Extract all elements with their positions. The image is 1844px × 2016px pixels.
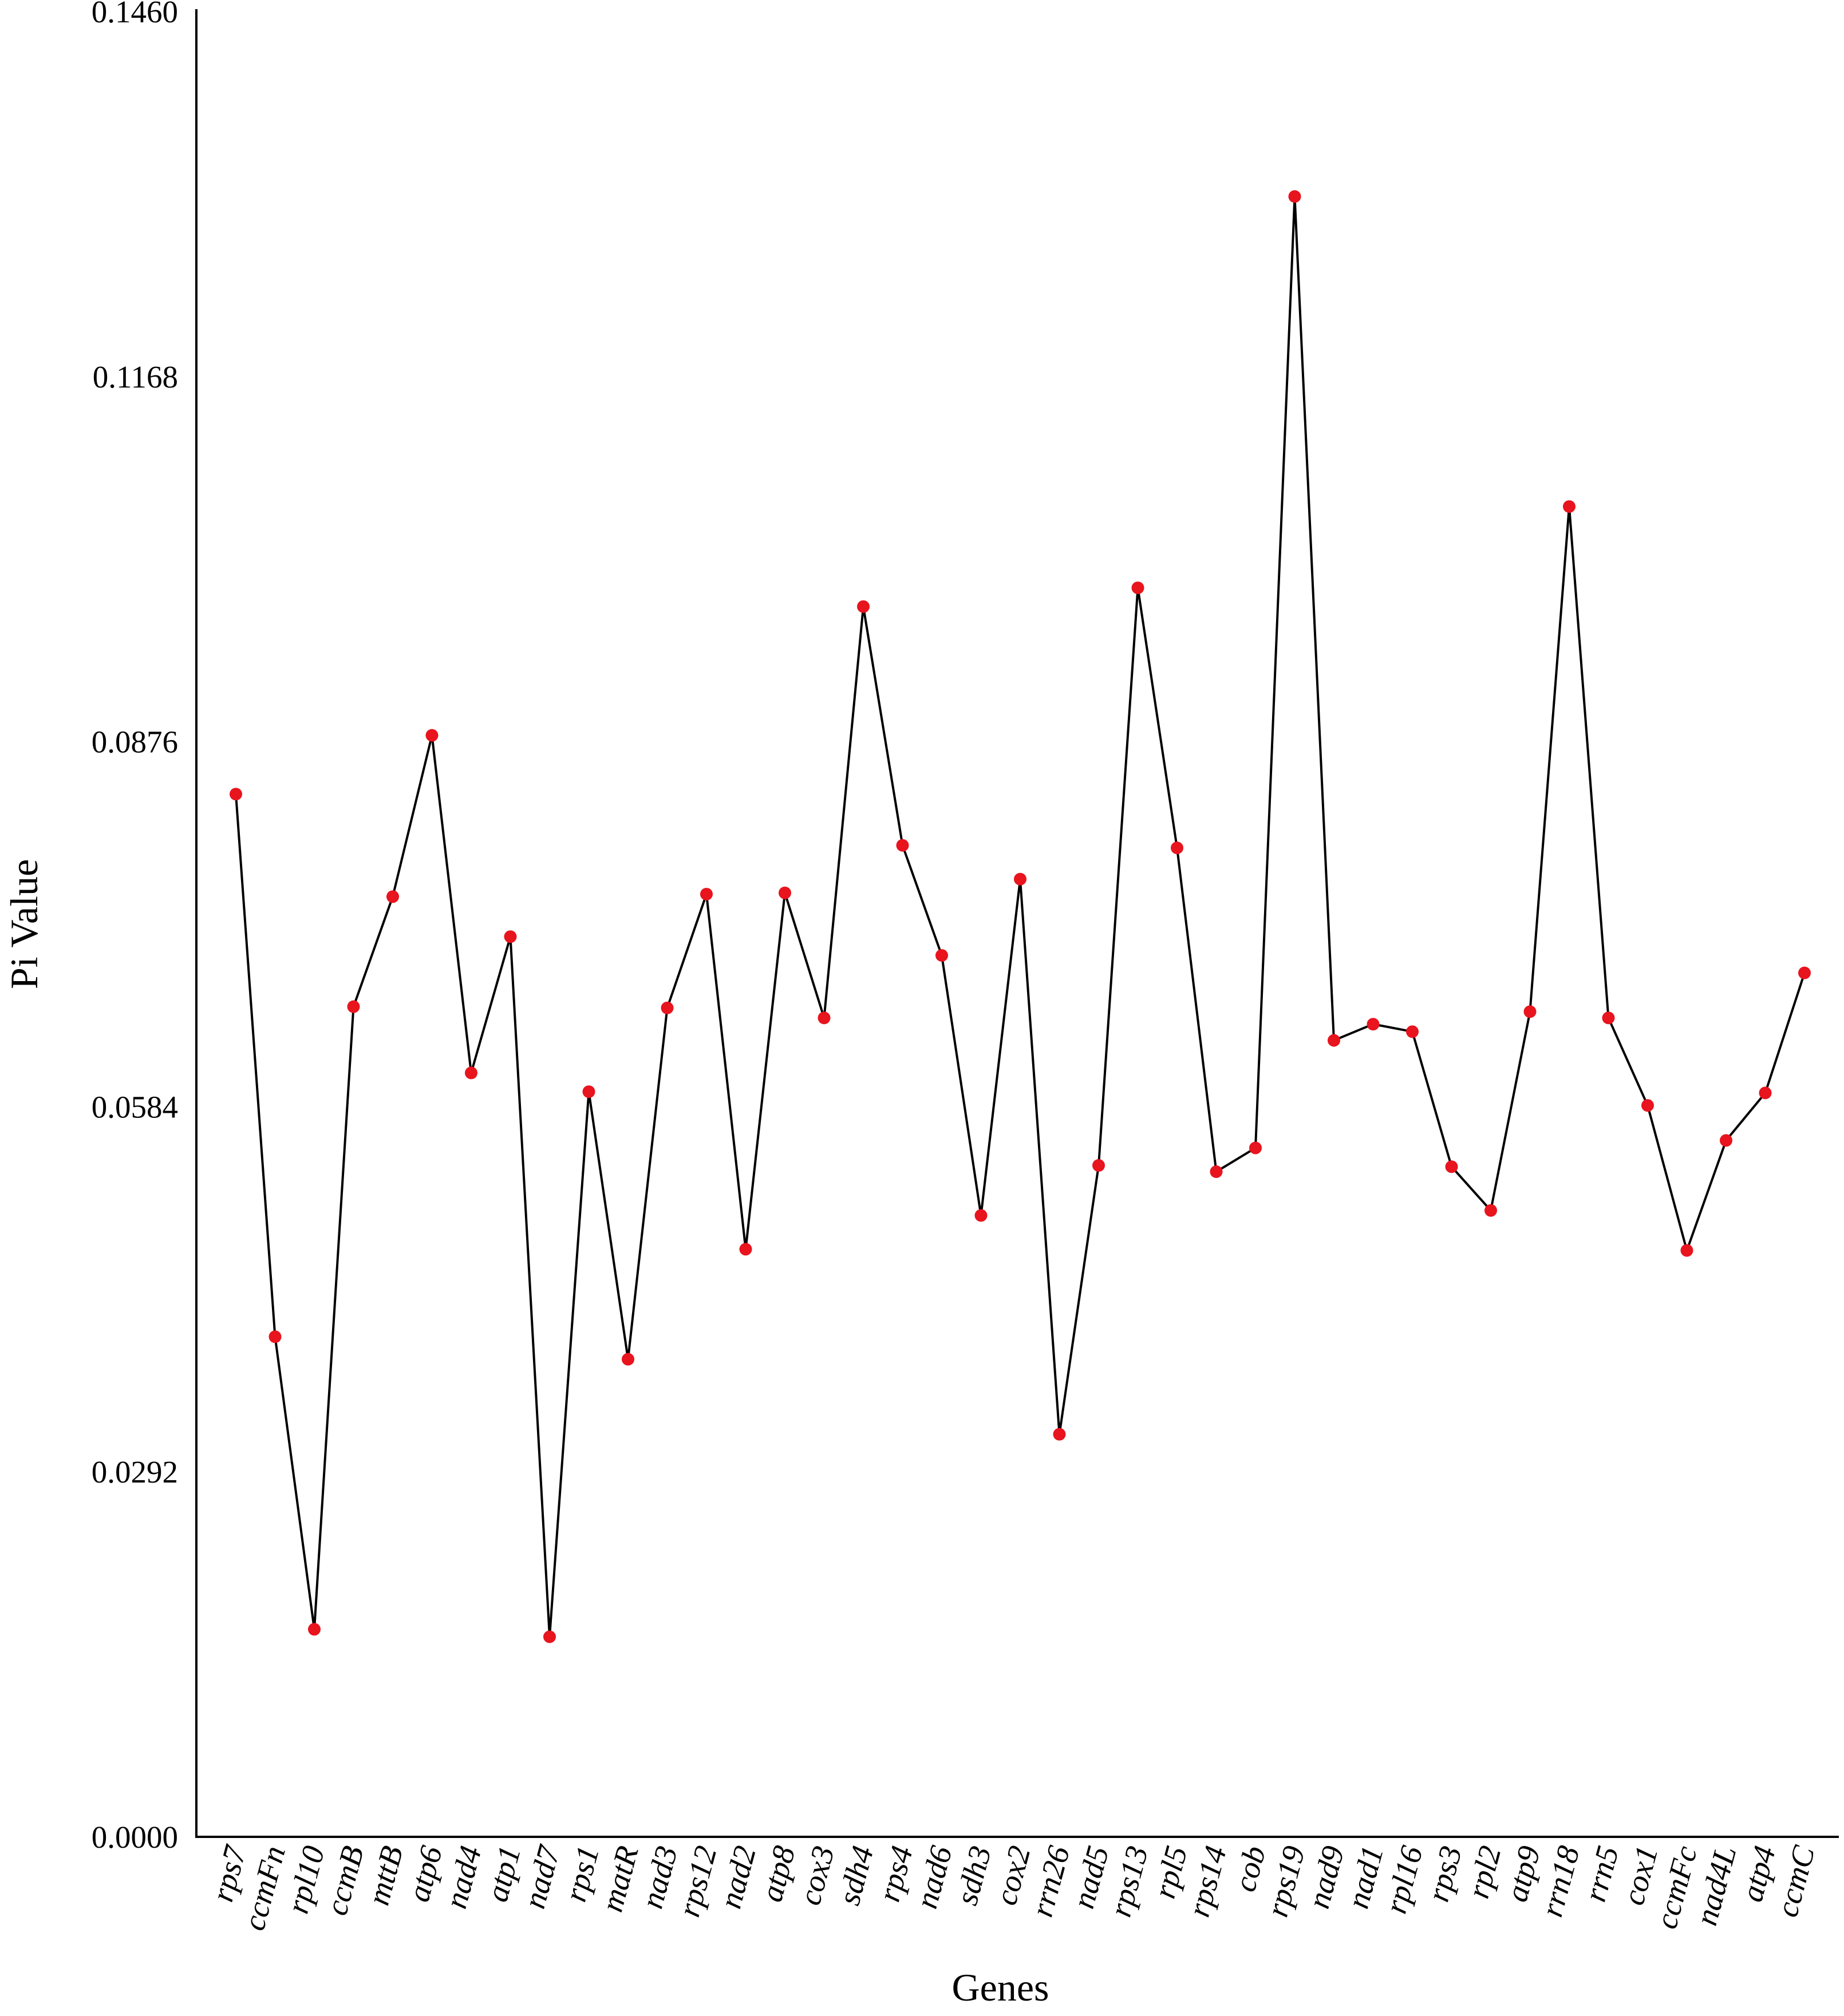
data-point-rps12 — [700, 888, 713, 901]
data-point-rps4 — [896, 839, 909, 852]
data-point-atp6 — [425, 729, 439, 742]
data-point-nad7 — [543, 1630, 556, 1643]
data-point-nad4 — [465, 1066, 477, 1080]
y-tick-label: 0.1460 — [92, 0, 178, 29]
data-point-rrn26 — [1053, 1428, 1066, 1441]
data-point-mttB — [386, 890, 399, 903]
data-point-ccmC — [1798, 966, 1811, 979]
data-point-atp4 — [1759, 1086, 1772, 1100]
data-point-cox2 — [1014, 872, 1026, 886]
data-point-nad1 — [1367, 1018, 1380, 1031]
data-point-rps7 — [230, 788, 242, 801]
data-point-rrn5 — [1602, 1011, 1615, 1025]
data-point-rpl10 — [308, 1623, 321, 1636]
data-point-rps1 — [582, 1085, 595, 1098]
data-point-rps19 — [1288, 190, 1301, 203]
y-tick-label: 0.0876 — [92, 725, 178, 760]
data-point-cob — [1249, 1141, 1262, 1155]
data-point-rpl16 — [1406, 1025, 1419, 1038]
data-point-rps14 — [1210, 1165, 1223, 1178]
data-point-nad6 — [935, 949, 948, 962]
data-point-ccmFn — [268, 1330, 282, 1343]
data-point-rpl2 — [1484, 1204, 1497, 1217]
y-tick-label: 0.0000 — [92, 1820, 178, 1855]
data-point-nad3 — [661, 1001, 674, 1014]
axes — [195, 9, 1839, 1838]
data-point-atp9 — [1523, 1005, 1537, 1018]
y-tick-label: 0.0292 — [92, 1454, 178, 1489]
y-tick-label: 0.1168 — [93, 359, 178, 394]
y-axis-title: Pi Value — [2, 859, 46, 989]
data-point-cox1 — [1641, 1099, 1654, 1112]
data-point-sdh4 — [857, 600, 870, 613]
y-tick-labels: 0.0000 0.0292 0.0584 0.0876 0.1168 0.1460 — [92, 0, 178, 1855]
data-point-rrn18 — [1563, 500, 1576, 513]
data-point-nad5 — [1092, 1159, 1105, 1172]
data-point-sdh3 — [974, 1209, 988, 1222]
data-point-ccmB — [347, 1000, 360, 1013]
data-point-nad2 — [739, 1243, 752, 1256]
data-point-rpl5 — [1171, 841, 1183, 855]
y-tick-label: 0.0584 — [92, 1089, 178, 1124]
data-point-nad9 — [1328, 1034, 1340, 1047]
data-point-atp1 — [504, 930, 517, 943]
data-point-matR — [622, 1353, 634, 1366]
data-point-ccmFc — [1680, 1244, 1693, 1257]
data-markers — [230, 190, 1811, 1643]
series-line — [235, 196, 1806, 1637]
data-point-nad4L — [1720, 1134, 1732, 1147]
data-point-rps3 — [1445, 1160, 1458, 1173]
data-point-atp8 — [779, 886, 791, 899]
data-point-cox3 — [818, 1011, 831, 1025]
series-layer — [235, 196, 1806, 1637]
x-axis-title: Genes — [952, 1966, 1049, 2009]
x-tick-labels: rps7ccmFnrpl10ccmBmttBatp6nad4atp1nad7rp… — [204, 1841, 1822, 1934]
data-point-rps13 — [1131, 581, 1144, 594]
